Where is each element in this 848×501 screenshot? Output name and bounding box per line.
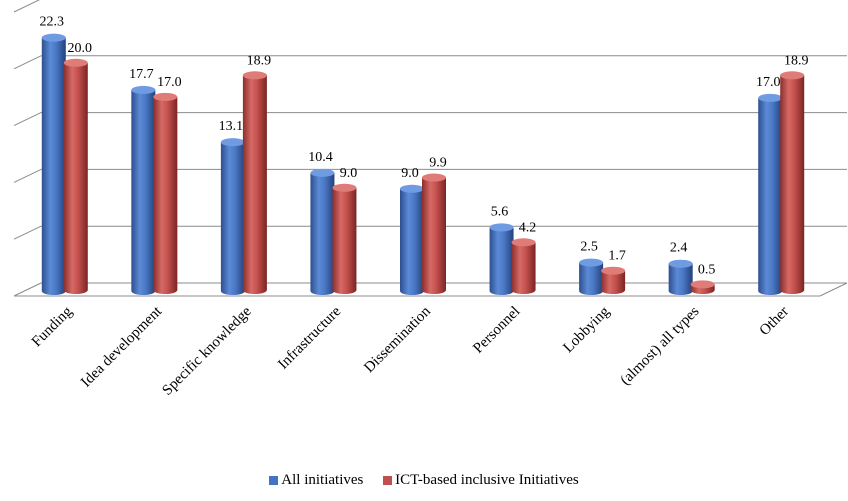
- legend-swatch-ict-initiatives: [383, 476, 393, 485]
- floor-right-edge: [819, 282, 848, 297]
- data-label: 5.6: [491, 204, 509, 219]
- data-label: 2.5: [580, 240, 598, 255]
- data-label: 17.0: [756, 75, 781, 90]
- bar: [690, 280, 715, 294]
- category-label: Dissemination: [361, 303, 434, 376]
- data-label: 1.7: [608, 249, 626, 264]
- category-label: (almost) all types: [618, 303, 703, 388]
- data-label: 18.9: [784, 53, 809, 68]
- gridline: [13, 55, 847, 70]
- legend-swatch-all-initiatives: [269, 476, 279, 485]
- bar: [310, 168, 335, 295]
- category-label: Funding: [29, 303, 76, 350]
- bar: [758, 93, 783, 295]
- data-label: 22.3: [40, 15, 65, 30]
- gridline: [13, 0, 41, 13]
- bars: [41, 33, 805, 296]
- legend: All initiatives ICT-based inclusive Init…: [0, 472, 848, 490]
- data-label: 9.0: [401, 166, 419, 181]
- data-label: 4.2: [519, 220, 537, 235]
- data-label: 18.9: [247, 53, 272, 68]
- data-label: 17.7: [129, 67, 154, 82]
- bar: [242, 71, 267, 295]
- category-label: Infrastructure: [275, 303, 344, 372]
- bar: [422, 173, 446, 294]
- category-label: Lobbying: [560, 303, 613, 356]
- bar: [332, 183, 357, 294]
- legend-item-all-initiatives: All initiatives: [269, 472, 363, 489]
- bar: [63, 58, 88, 294]
- data-label: 9.9: [429, 156, 447, 171]
- category-label: Personnel: [470, 304, 523, 357]
- bar: [601, 266, 626, 294]
- data-label: 9.0: [340, 166, 358, 181]
- bar: [511, 238, 536, 294]
- data-label: 2.4: [670, 241, 688, 256]
- data-label: 20.0: [68, 41, 93, 56]
- bar: [579, 258, 604, 295]
- bar: [220, 138, 245, 295]
- bar: [489, 223, 514, 295]
- data-label: 0.5: [698, 262, 716, 277]
- data-labels: 22.320.017.717.013.118.910.49.0 9.09.95.6…: [40, 15, 809, 278]
- bar: [153, 92, 178, 294]
- category-label: Idea development: [78, 303, 166, 391]
- data-label: 10.4: [308, 150, 333, 165]
- bar: [780, 71, 805, 295]
- legend-item-ict-initiatives: ICT-based inclusive Initiatives: [383, 472, 579, 489]
- category-label: Specific knowledge: [159, 303, 254, 398]
- data-label: 13.1: [219, 119, 244, 134]
- bar: [668, 259, 693, 295]
- legend-label-ict-initiatives: ICT-based inclusive Initiatives: [395, 472, 579, 488]
- bar: [41, 33, 66, 296]
- bar: [400, 184, 424, 295]
- category-label: Other: [757, 304, 792, 339]
- legend-label-all-initiatives: All initiatives: [281, 472, 364, 488]
- data-label: 17.0: [157, 75, 182, 90]
- bar: [131, 85, 156, 295]
